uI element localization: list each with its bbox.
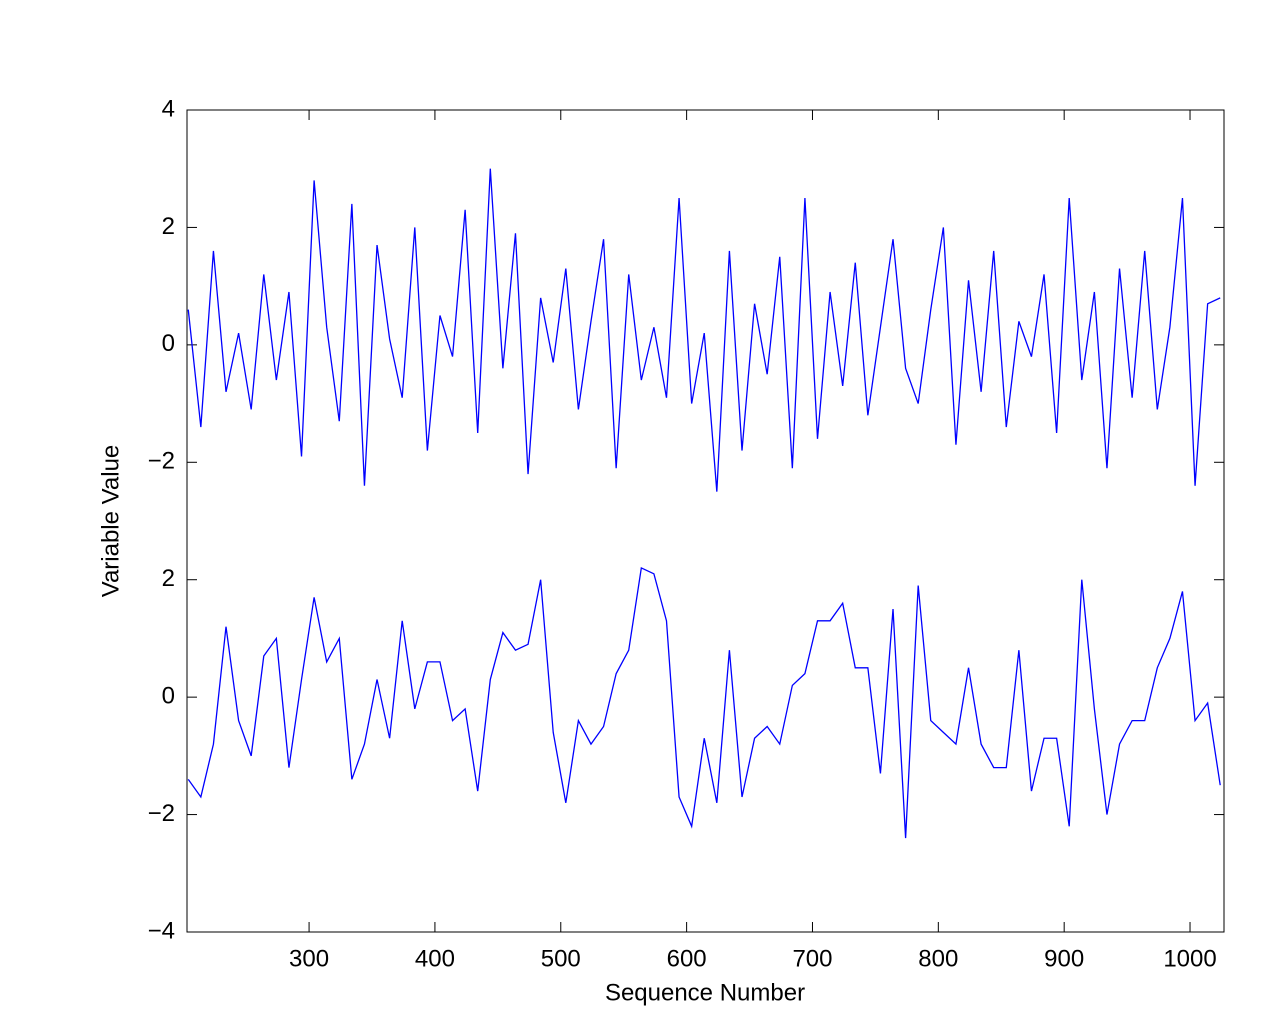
plot-frame <box>186 109 1225 933</box>
x-tick-label: 800 <box>918 945 958 972</box>
x-tick-label: 400 <box>415 945 455 972</box>
x-tick-label: 900 <box>1044 945 1084 972</box>
x-tick-label: 300 <box>289 945 329 972</box>
y-tick-label: −2 <box>148 800 175 827</box>
x-axis-label: Sequence Number <box>605 979 805 1006</box>
x-tick-label: 700 <box>792 945 832 972</box>
y-tick-label: 0 <box>162 330 175 357</box>
x-tick-label: 600 <box>667 945 707 972</box>
y-tick-label: 4 <box>162 95 175 122</box>
y-tick-label: −4 <box>148 917 175 944</box>
y-tick-label: −2 <box>148 448 175 475</box>
y-tick-label: 0 <box>162 682 175 709</box>
y-axis-label: Variable Value <box>97 445 124 598</box>
y-tick-label: 2 <box>162 565 175 592</box>
x-tick-label: 1000 <box>1163 945 1216 972</box>
y-tick-label: 2 <box>162 213 175 240</box>
series-line <box>187 168 1221 492</box>
x-tick-label: 500 <box>541 945 581 972</box>
series-line <box>187 567 1221 839</box>
